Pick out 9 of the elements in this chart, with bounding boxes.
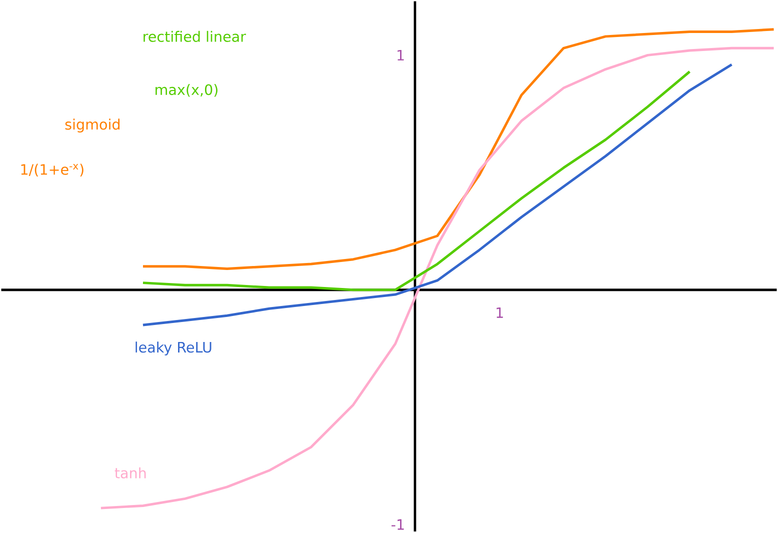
- annotation: 1/(1+e$^{-x}$): [21, 164, 84, 177]
- annotation: 1: [496, 307, 503, 318]
- text: sigmoid: [65, 118, 120, 133]
- text: rectified linear: [144, 30, 246, 42]
- series-label: leaky ReLU: [136, 342, 212, 356]
- y-tick-label: -1: [392, 519, 404, 530]
- line-series: [142, 70, 691, 292]
- annotation: max(x,0): [156, 84, 218, 97]
- series-label: tanh: [114, 467, 146, 478]
